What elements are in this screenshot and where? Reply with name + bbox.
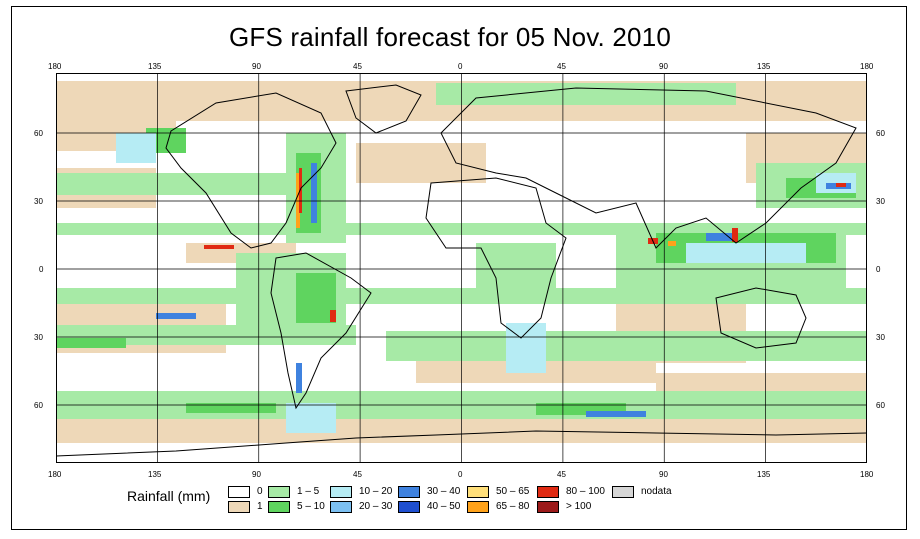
legend-swatch	[537, 486, 559, 498]
north-america-outline	[165, 92, 337, 249]
lat-tick-right: 0	[876, 265, 881, 274]
legend-item-label: > 100	[566, 501, 592, 512]
lon-tick-bottom: 0	[458, 470, 463, 479]
lat-tick-right: 60	[876, 401, 885, 410]
lon-tick-bottom: 135	[757, 470, 771, 479]
lon-tick-bottom: 90	[252, 470, 261, 479]
map-border	[56, 73, 867, 463]
legend-swatch	[467, 501, 489, 513]
lon-tick-top: 45	[557, 62, 566, 71]
legend-item-label: 1	[257, 501, 263, 512]
legend-swatch	[398, 486, 420, 498]
legend-swatch	[467, 486, 489, 498]
lon-tick-bottom: 180	[48, 470, 62, 479]
lat-tick-left: 30	[34, 333, 43, 342]
legend-swatch	[268, 486, 290, 498]
legend-swatch	[537, 501, 559, 513]
continent-outlines	[56, 84, 867, 457]
legend-swatch	[330, 486, 352, 498]
antarctica-outline	[56, 430, 867, 457]
lon-tick-top: 135	[148, 62, 162, 71]
legend-item-label: nodata	[641, 486, 672, 497]
legend-item-label: 20 – 30	[359, 501, 393, 512]
lat-tick-left: 30	[34, 197, 43, 206]
legend-item-label: 80 – 100	[566, 486, 605, 497]
legend-item-label: 10 – 20	[359, 486, 393, 497]
legend-swatch	[398, 501, 420, 513]
legend-title: Rainfall (mm)	[127, 488, 211, 504]
australia-outline	[715, 287, 807, 349]
legend-item-label: 40 – 50	[427, 501, 461, 512]
greenland-outline	[345, 84, 422, 134]
lat-tick-left: 0	[39, 265, 44, 274]
world-rainfall-map	[56, 73, 867, 463]
lon-tick-top: 180	[860, 62, 874, 71]
legend-item-label: 1 – 5	[297, 486, 320, 497]
lon-tick-top: 90	[659, 62, 668, 71]
south-america-outline	[270, 252, 372, 410]
lon-tick-top: 0	[458, 62, 463, 71]
legend-swatch	[228, 501, 250, 513]
africa-outline	[425, 177, 567, 339]
lon-tick-bottom: 135	[148, 470, 162, 479]
lat-tick-right: 60	[876, 129, 885, 138]
legend-item-label: 5 – 10	[297, 501, 325, 512]
lat-tick-right: 30	[876, 333, 885, 342]
legend-swatch	[228, 486, 250, 498]
legend-swatch	[612, 486, 634, 498]
legend-swatch	[268, 501, 290, 513]
lat-tick-left: 60	[34, 129, 43, 138]
legend-item-label: 65 – 80	[496, 501, 530, 512]
legend-swatch	[330, 501, 352, 513]
lon-tick-top: 45	[353, 62, 362, 71]
lat-tick-right: 30	[876, 197, 885, 206]
lon-tick-top: 90	[252, 62, 261, 71]
lon-tick-top: 135	[757, 62, 771, 71]
figure-frame	[11, 6, 907, 530]
lat-tick-left: 60	[34, 401, 43, 410]
legend-item-label: 50 – 65	[496, 486, 530, 497]
lon-tick-top: 180	[48, 62, 62, 71]
map-title: GFS rainfall forecast for 05 Nov. 2010	[228, 22, 672, 52]
lon-tick-bottom: 45	[353, 470, 362, 479]
eurasia-outline	[440, 87, 857, 249]
legend-item-label: 30 – 40	[427, 486, 461, 497]
graticule	[56, 73, 867, 463]
lon-tick-bottom: 45	[557, 470, 566, 479]
legend-item-label: 0	[257, 486, 263, 497]
lon-tick-bottom: 90	[659, 470, 668, 479]
lon-tick-bottom: 180	[860, 470, 874, 479]
